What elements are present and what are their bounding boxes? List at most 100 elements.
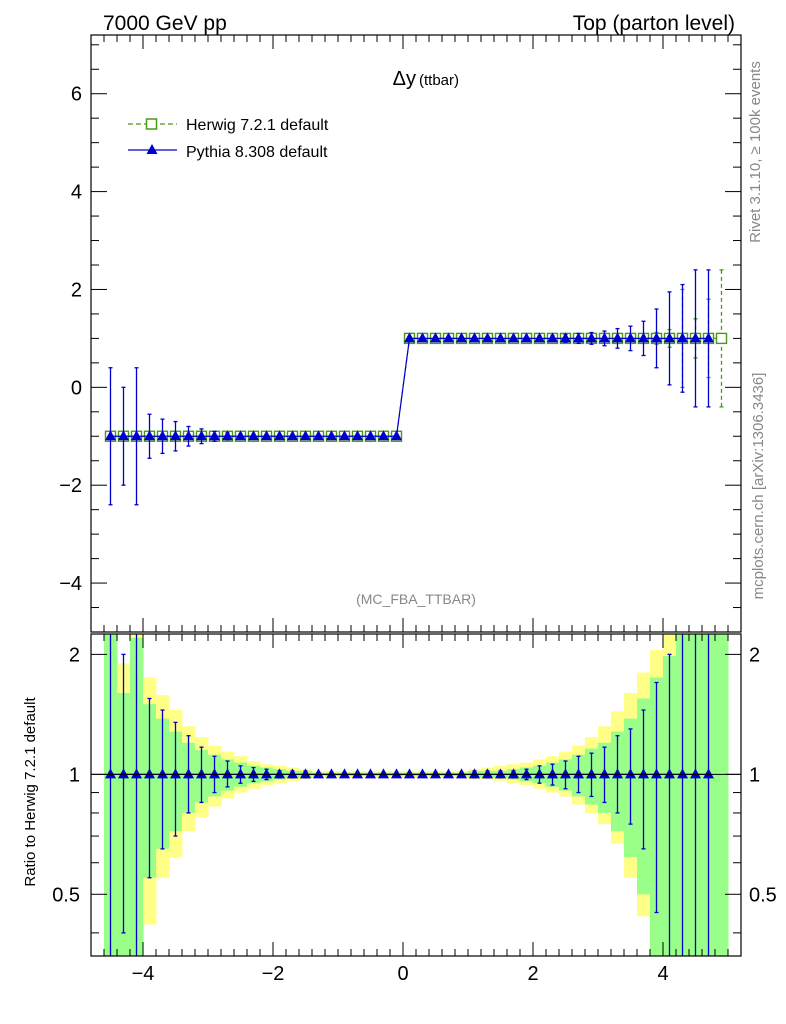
pythia-point — [313, 430, 324, 441]
pythia-point — [339, 430, 350, 441]
legend: Herwig 7.2.1 default Pythia 8.308 defaul… — [128, 117, 329, 161]
ratio-pythia-point — [170, 768, 181, 779]
ratio-pythia-point — [573, 768, 584, 779]
ratio-pythia-point — [339, 768, 350, 779]
ratio-pythia-point — [612, 768, 623, 779]
ratio-pythia-point — [313, 768, 324, 779]
pythia-point — [222, 430, 233, 441]
ratio-pythia-point — [391, 768, 402, 779]
ratio-pythia-point — [118, 768, 129, 779]
pythia-point — [274, 430, 285, 441]
ratio-pythia-point — [196, 768, 207, 779]
ratio-pythia-point — [586, 768, 597, 779]
main-ytick-label: −2 — [59, 475, 82, 497]
ratio-axis-ticks: −4 −2 0 2 4 0.5 0.5 1 1 2 2 — [52, 634, 777, 985]
main-plot-panel: −4 −2 0 2 4 6 Δy (ttbar) (MC_FBA_TTBAR) Herwi… — [59, 34, 742, 633]
pythia-point — [547, 332, 558, 343]
ratio-pythia-point — [131, 768, 142, 779]
pythia-point — [560, 332, 571, 343]
pythia-point — [235, 430, 246, 441]
pythia-point — [456, 332, 467, 343]
mcplots-label: mcplots.cern.ch [arXiv:1306.3436] — [750, 373, 767, 600]
plot-title-sub: (ttbar) — [419, 72, 459, 89]
ratio-ytick-label-right: 0.5 — [749, 884, 777, 906]
ratio-pythia-point — [469, 768, 480, 779]
ratio-ytick-label-right: 2 — [749, 644, 760, 666]
ratio-pythia-point — [482, 768, 493, 779]
pythia-point — [196, 430, 207, 441]
pythia-point — [105, 430, 116, 441]
ratio-xtick-label: 2 — [527, 963, 538, 985]
ratio-pythia-point — [261, 768, 272, 779]
main-plot-frame — [90, 34, 742, 633]
pythia-point — [300, 430, 311, 441]
pythia-point — [586, 332, 597, 343]
pythia-point — [625, 332, 636, 343]
ratio-pythia-point — [599, 768, 610, 779]
pythia-point — [534, 332, 545, 343]
pythia-point — [118, 430, 129, 441]
ratio-ytick-label-right: 1 — [749, 764, 760, 786]
header-right: Top (parton level) — [573, 12, 735, 35]
main-ytick-label: 6 — [71, 84, 82, 106]
ratio-ylabel: Ratio to Herwig 7.2.1 default — [22, 697, 39, 887]
pythia-point — [326, 430, 337, 441]
pythia-point — [378, 430, 389, 441]
pythia-point — [365, 430, 376, 441]
ratio-pythia-point — [677, 768, 688, 779]
pythia-point — [209, 430, 220, 441]
pythia-point — [469, 332, 480, 343]
pythia-point — [131, 430, 142, 441]
ratio-pythia-point — [703, 768, 714, 779]
pythia-point — [391, 430, 402, 441]
main-ytick-label: −4 — [59, 573, 82, 595]
ratio-pythia-point — [443, 768, 454, 779]
pythia-point — [703, 332, 714, 343]
ratio-pythia-point — [287, 768, 298, 779]
pythia-point — [430, 332, 441, 343]
pythia-point — [287, 430, 298, 441]
legend-entry-herwig: Herwig 7.2.1 default — [128, 117, 329, 134]
legend-herwig-marker — [145, 118, 158, 130]
ratio-pythia-point — [222, 768, 233, 779]
ratio-pythia-point — [105, 768, 116, 779]
ratio-pythia-point — [352, 768, 363, 779]
analysis-watermark: (MC_FBA_TTBAR) — [356, 591, 476, 607]
ratio-pythia-point — [651, 768, 662, 779]
ratio-pythia-point — [495, 768, 506, 779]
ratio-pythia-point — [144, 768, 155, 779]
ratio-pythia-point — [183, 768, 194, 779]
ratio-pythia-point — [417, 768, 428, 779]
ratio-ytick-label: 2 — [69, 644, 80, 666]
ratio-plot-frame — [90, 633, 742, 957]
pythia-line — [110, 337, 709, 437]
ratio-pythia-point — [664, 768, 675, 779]
pythia-point — [482, 332, 493, 343]
ratio-pythia-point — [248, 768, 259, 779]
pythia-point — [495, 332, 506, 343]
ratio-pythia-point — [326, 768, 337, 779]
pythia-point — [417, 332, 428, 343]
ratio-pythia-point — [638, 768, 649, 779]
ratio-plot-panel: −4 −2 0 2 4 0.5 0.5 1 1 2 2 Ratio to Herwig 7.2.1 … — [22, 633, 777, 985]
pythia-point — [651, 332, 662, 343]
ratio-ytick-label: 1 — [69, 764, 80, 786]
ratio-pythia-point — [378, 768, 389, 779]
main-ytick-label: 2 — [71, 279, 82, 301]
header-left: 7000 GeV pp — [103, 12, 227, 35]
ratio-xtick-label: 0 — [397, 963, 408, 985]
ratio-pythia-point — [456, 768, 467, 779]
ratio-pythia-point — [404, 768, 415, 779]
pythia-point — [183, 430, 194, 441]
ratio-pythia-point — [534, 768, 545, 779]
ratio-pythia-point — [157, 768, 168, 779]
pythia-point — [170, 430, 181, 441]
ratio-pythia-point — [625, 768, 636, 779]
pythia-point — [521, 332, 532, 343]
ratio-pythia-point — [274, 768, 285, 779]
legend-entry-pythia: Pythia 8.308 default — [128, 144, 328, 161]
ratio-pythia-point — [209, 768, 220, 779]
ratio-pythia-point — [300, 768, 311, 779]
pythia-point — [664, 332, 675, 343]
